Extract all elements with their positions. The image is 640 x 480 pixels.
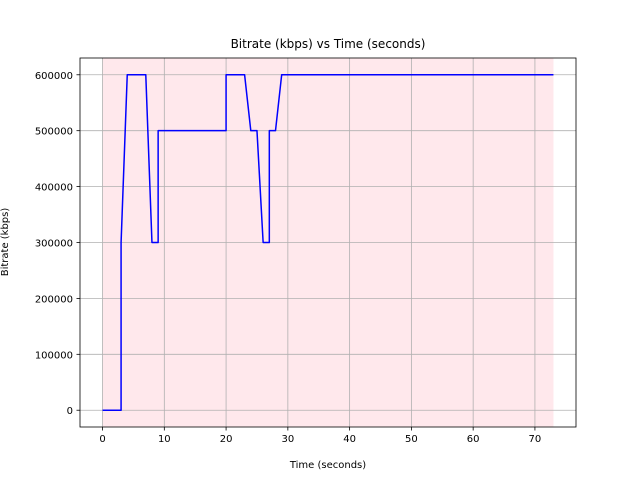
bitrate-line [102,74,554,411]
y-tick-label: 500000 [35,127,73,138]
x-axis-label: Time (seconds) [289,460,366,471]
x-tick-label: 40 [343,434,356,445]
y-tick-label: 0 [67,406,73,417]
x-tick-label: 30 [281,434,294,445]
x-tick-label: 60 [467,434,480,445]
x-tick-label: 70 [529,434,542,445]
x-ticks-layer: 0 10 20 30 40 50 60 70 [99,427,541,445]
x-tick-label: 0 [99,434,105,445]
chart-title: Bitrate (kbps) vs Time (seconds) [231,37,426,51]
y-tick-label: 100000 [35,350,73,361]
y-tick-label: 300000 [35,239,73,250]
x-tick-label: 20 [220,434,233,445]
x-tick-label: 10 [158,434,171,445]
y-tick-label: 400000 [35,183,73,194]
x-tick-label: 50 [405,434,418,445]
y-axis-label: Bitrate (kbps) [0,208,11,277]
line-layer [102,74,554,411]
grid-layer [80,58,576,427]
y-ticks-layer: 0 100000 200000 300000 400000 500000 600000 [35,71,80,417]
y-tick-label: 200000 [35,294,73,305]
y-tick-label: 600000 [35,71,73,82]
